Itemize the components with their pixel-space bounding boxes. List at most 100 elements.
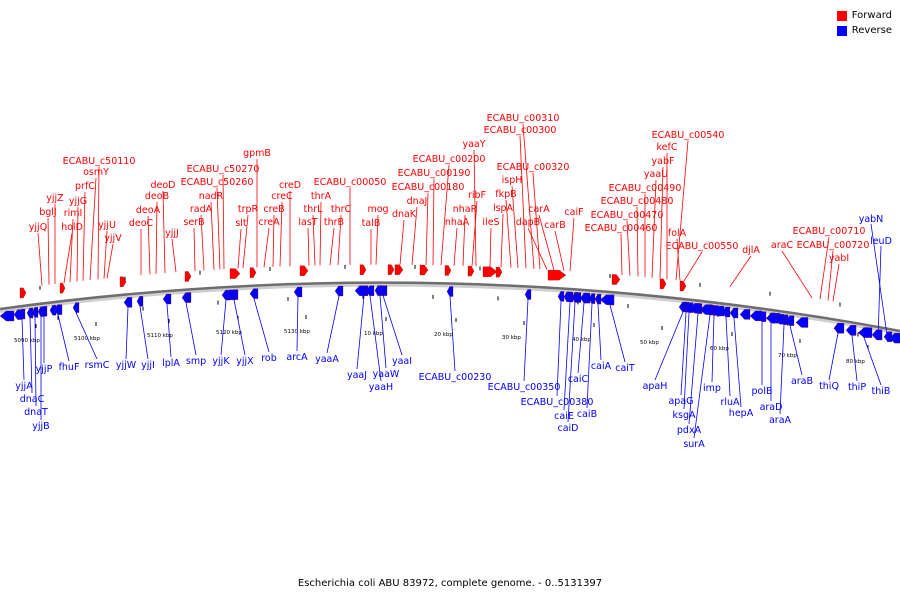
reverse-gene-label[interactable]: yaaW (373, 369, 400, 380)
forward-gene-arrow[interactable] (679, 280, 687, 292)
reverse-gene-label[interactable]: caiE (554, 411, 574, 422)
forward-gene-label[interactable]: araC (771, 240, 794, 251)
forward-gene-label[interactable]: thrA (311, 191, 332, 202)
forward-gene-arrow[interactable] (482, 266, 498, 277)
forward-gene-label[interactable]: thrL (304, 204, 324, 215)
forward-gene-label[interactable]: creB (263, 204, 284, 215)
reverse-gene-arrow[interactable] (334, 285, 344, 297)
reverse-gene-label[interactable]: smp (186, 356, 206, 367)
forward-gene-label[interactable]: thrC (331, 204, 352, 215)
forward-gene-label[interactable]: deoA (136, 205, 161, 216)
legend-reverse[interactable]: Reverse (836, 23, 892, 38)
forward-gene-label[interactable]: ECABU_c50270 (187, 164, 260, 175)
forward-gene-label[interactable]: ECABU_c50260 (181, 177, 254, 188)
reverse-gene-arrow[interactable] (184, 292, 192, 303)
reverse-gene-arrow[interactable] (594, 293, 602, 305)
forward-gene-label[interactable]: yaaY (462, 139, 485, 150)
reverse-gene-arrow[interactable] (13, 309, 23, 320)
reverse-gene-arrow[interactable] (446, 286, 454, 297)
forward-gene-label[interactable]: dnaK (392, 209, 417, 220)
forward-gene-arrow[interactable] (19, 287, 27, 299)
forward-gene-label[interactable]: yabI (829, 253, 849, 264)
reverse-gene-arrow[interactable] (374, 285, 382, 296)
forward-gene-label[interactable]: yjjZ (46, 193, 64, 204)
reverse-gene-arrow[interactable] (785, 315, 795, 326)
forward-gene-label[interactable]: ribF (468, 190, 486, 201)
forward-gene-arrow[interactable] (547, 270, 567, 281)
reverse-gene-label[interactable]: pdxA (677, 425, 702, 436)
reverse-gene-arrow[interactable] (563, 291, 571, 302)
reverse-gene-arrow[interactable] (31, 307, 39, 318)
forward-gene-label[interactable]: ECABU_c00710 (793, 226, 866, 237)
reverse-gene-arrow[interactable] (588, 293, 596, 304)
reverse-gene-arrow[interactable] (599, 294, 615, 305)
reverse-gene-label[interactable]: yjjK (212, 356, 230, 367)
forward-gene-label[interactable]: ECABU_c00470 (591, 210, 664, 221)
forward-gene-label[interactable]: creC (271, 191, 293, 202)
forward-gene-label[interactable]: yabF (652, 156, 675, 167)
forward-gene-label[interactable]: folA (668, 228, 687, 239)
reverse-gene-label[interactable]: fhuF (59, 362, 80, 373)
forward-gene-label[interactable]: radA (190, 204, 213, 215)
forward-gene-label[interactable]: deoD (150, 180, 175, 191)
reverse-gene-label[interactable]: ECABU_c00380 (521, 397, 594, 408)
forward-gene-label[interactable]: ECABU_c00190 (398, 168, 471, 179)
reverse-gene-label[interactable]: leuD (870, 236, 892, 247)
forward-gene-arrow[interactable] (444, 265, 452, 276)
forward-gene-label[interactable]: ECABU_c00550 (666, 241, 739, 252)
reverse-gene-arrow[interactable] (739, 309, 751, 320)
forward-gene-arrow[interactable] (387, 264, 395, 275)
reverse-gene-label[interactable]: araA (769, 415, 792, 426)
reverse-gene-label[interactable]: rob (261, 353, 277, 364)
reverse-gene-arrow[interactable] (0, 310, 15, 322)
forward-gene-label[interactable]: ECABU_c00320 (497, 162, 570, 173)
reverse-gene-arrow[interactable] (354, 285, 366, 296)
forward-gene-arrow[interactable] (229, 268, 241, 279)
forward-gene-label[interactable]: dnaJ (407, 196, 428, 207)
forward-gene-label[interactable]: carB (544, 220, 565, 231)
reverse-gene-label[interactable]: caiD (558, 423, 579, 434)
reverse-gene-arrow[interactable] (249, 288, 259, 299)
forward-gene-arrow[interactable] (299, 265, 309, 276)
reverse-gene-label[interactable]: yaaJ (347, 370, 367, 381)
reverse-gene-label[interactable]: yjjB (32, 421, 49, 432)
forward-gene-label[interactable]: ECABU_c00310 (487, 113, 560, 124)
forward-gene-label[interactable]: ECABU_c00540 (652, 130, 725, 141)
forward-gene-label[interactable]: ileS (482, 217, 499, 228)
forward-gene-label[interactable]: yjjJ (165, 228, 179, 239)
reverse-gene-label[interactable]: yjjP (36, 364, 53, 375)
reverse-gene-arrow[interactable] (689, 303, 701, 314)
reverse-gene-label[interactable]: yaaA (315, 354, 339, 365)
reverse-gene-arrow[interactable] (123, 297, 133, 308)
reverse-gene-arrow[interactable] (572, 292, 582, 303)
reverse-gene-label[interactable]: rluA (720, 397, 740, 408)
reverse-gene-arrow[interactable] (365, 285, 375, 296)
reverse-gene-label[interactable]: caiC (568, 374, 589, 385)
reverse-gene-arrow[interactable] (557, 291, 565, 302)
reverse-gene-label[interactable]: dnaT (24, 407, 48, 418)
reverse-gene-label[interactable]: lplA (162, 358, 180, 369)
reverse-gene-arrow[interactable] (49, 305, 57, 316)
forward-gene-label[interactable]: ECABU_c00460 (585, 223, 658, 234)
reverse-gene-label[interactable]: yaaI (392, 356, 412, 367)
reverse-gene-label[interactable]: thiB (872, 386, 891, 397)
reverse-gene-arrow[interactable] (136, 296, 144, 307)
reverse-gene-label[interactable]: yjjA (15, 381, 33, 392)
forward-gene-label[interactable]: nhaR (453, 204, 478, 215)
reverse-gene-label[interactable]: yjjX (236, 356, 254, 367)
forward-gene-label[interactable]: yjjU (98, 220, 116, 231)
forward-gene-arrow[interactable] (59, 282, 66, 294)
forward-gene-label[interactable]: creA (258, 217, 280, 228)
reverse-gene-arrow[interactable] (26, 307, 34, 319)
reverse-gene-arrow[interactable] (833, 323, 845, 334)
forward-gene-label[interactable]: yjjG (69, 196, 87, 207)
reverse-gene-label[interactable]: arcA (286, 352, 308, 363)
forward-gene-label[interactable]: bglJ (39, 207, 57, 218)
forward-gene-label[interactable]: trpR (238, 204, 259, 215)
forward-gene-label[interactable]: nadR (199, 191, 224, 202)
forward-gene-label[interactable]: mog (367, 204, 388, 215)
forward-gene-label[interactable]: carA (528, 204, 550, 215)
forward-gene-label[interactable]: ECABU_c00180 (392, 182, 465, 193)
reverse-gene-label[interactable]: yabN (859, 214, 884, 225)
reverse-gene-label[interactable]: apaH (643, 381, 668, 392)
